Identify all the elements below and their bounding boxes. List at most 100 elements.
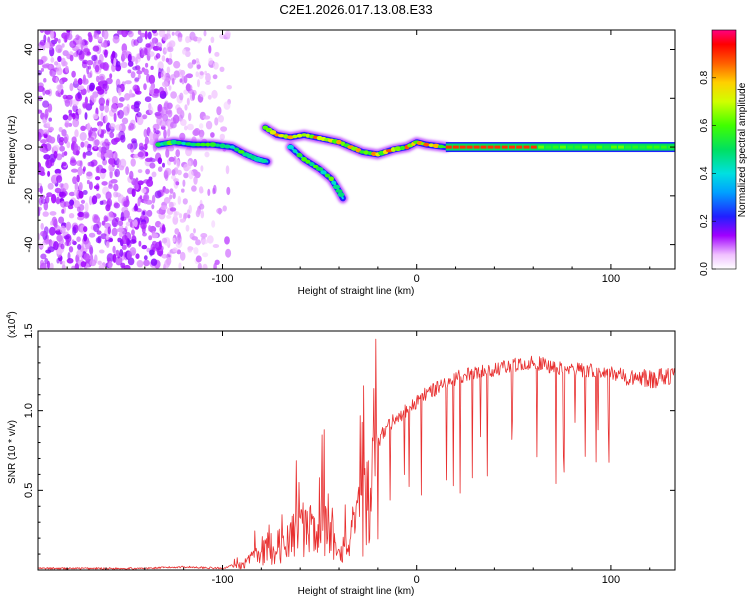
- noise-speckle: [161, 253, 168, 259]
- noise-speckle: [65, 65, 69, 73]
- noise-speckle: [168, 40, 176, 48]
- noise-speckle: [95, 75, 100, 83]
- noise-speckle: [184, 212, 188, 219]
- noise-speckle: [77, 78, 83, 85]
- noise-speckle: [145, 62, 149, 68]
- noise-speckle: [55, 196, 61, 205]
- noise-speckle: [64, 34, 68, 43]
- heatmap-xlabel: Height of straight line (km): [298, 286, 415, 297]
- noise-speckle: [87, 122, 91, 132]
- noise-speckle: [40, 139, 47, 144]
- noise-speckle: [87, 72, 92, 79]
- noise-speckle: [171, 31, 175, 36]
- noise-speckle: [144, 30, 148, 40]
- colorbar-tick-label: 0.2: [699, 214, 710, 228]
- descending-branch-blob: [305, 159, 311, 164]
- noise-speckle: [193, 228, 196, 234]
- noise-speckle: [89, 259, 97, 267]
- descending-branch-blob: [315, 167, 324, 171]
- noise-speckle: [168, 85, 172, 91]
- noise-speckle: [69, 83, 74, 92]
- noise-speckle: [139, 32, 146, 38]
- noise-speckle: [214, 117, 219, 126]
- noise-speckle: [75, 150, 80, 156]
- noise-speckle: [218, 207, 222, 215]
- noise-speckle: [38, 109, 43, 114]
- noise-speckle: [172, 114, 180, 124]
- noise-speckle: [111, 95, 118, 105]
- noise-speckle: [181, 188, 185, 193]
- noise-speckle: [86, 51, 92, 56]
- noise-speckle: [128, 122, 134, 131]
- noise-speckle: [156, 112, 163, 120]
- noise-speckle: [100, 151, 105, 160]
- noise-speckle: [179, 218, 186, 223]
- descending-branch-blob: [331, 180, 337, 185]
- noise-speckle: [63, 235, 70, 240]
- noise-speckle: [202, 252, 209, 258]
- noise-speckle: [149, 162, 156, 169]
- heatmap-xtick-label: -100: [211, 273, 233, 285]
- noise-speckle: [109, 169, 113, 179]
- noise-speckle: [200, 165, 204, 172]
- noise-speckle: [113, 137, 121, 143]
- noise-speckle: [183, 172, 189, 179]
- noise-speckle: [71, 168, 78, 173]
- noise-speckle: [49, 211, 57, 216]
- upper-branch-blob: [301, 133, 307, 137]
- noise-speckle: [73, 143, 79, 151]
- noise-speckle: [186, 97, 190, 106]
- noise-speckle: [117, 102, 124, 108]
- noise-speckle: [142, 115, 147, 120]
- noise-speckle: [82, 166, 86, 172]
- noise-speckle: [198, 186, 204, 194]
- noise-speckle: [187, 245, 193, 253]
- noise-speckle: [77, 166, 83, 176]
- noise-speckle: [137, 199, 141, 207]
- noise-speckle: [136, 260, 144, 268]
- noise-speckle: [92, 113, 99, 120]
- noise-speckle: [39, 30, 45, 33]
- noise-speckle: [148, 106, 154, 114]
- noise-speckle: [175, 181, 180, 186]
- noise-speckle: [67, 115, 72, 121]
- noise-speckle: [131, 188, 136, 198]
- noise-speckle: [169, 207, 177, 212]
- colorbar: 0.0 0.2 0.4 0.6 0.8 Normalized spectral ampl…: [699, 29, 748, 276]
- noise-speckle: [188, 170, 194, 180]
- noise-speckle: [225, 165, 230, 175]
- noise-speckle: [177, 195, 181, 205]
- noise-speckle: [137, 30, 142, 35]
- noise-speckle: [77, 91, 81, 99]
- noise-speckle: [103, 83, 109, 91]
- upper-branch-blob: [363, 150, 370, 155]
- noise-speckle: [121, 206, 129, 214]
- noise-speckle: [133, 180, 139, 190]
- upper-branch-blob: [394, 146, 402, 152]
- noise-speckle: [127, 143, 133, 150]
- noise-speckle: [109, 73, 113, 79]
- heatmap-xtick-label: 0: [414, 273, 420, 285]
- noise-speckle: [76, 206, 81, 212]
- flat-tone-core: [574, 145, 581, 149]
- noise-speckle: [121, 30, 128, 38]
- noise-speckle: [214, 51, 220, 57]
- noise-speckle: [97, 36, 103, 42]
- noise-speckle: [114, 168, 120, 178]
- noise-speckle: [83, 233, 88, 242]
- upper-branch-blob: [428, 143, 434, 147]
- noise-speckle: [54, 187, 62, 194]
- noise-speckle: [93, 223, 100, 233]
- noise-speckle: [146, 178, 154, 187]
- noise-speckle: [179, 92, 184, 101]
- flat-tone-core: [660, 145, 667, 149]
- noise-speckle: [118, 165, 125, 171]
- noise-speckle: [48, 64, 52, 70]
- noise-speckle: [40, 222, 44, 230]
- noise-speckle: [118, 87, 122, 96]
- noise-speckle: [47, 182, 54, 190]
- heatmap-ylabel: Frequency (Hz): [7, 116, 18, 185]
- noise-speckle: [68, 246, 74, 253]
- noise-speckle: [39, 146, 46, 152]
- flat-tone-core: [559, 145, 566, 149]
